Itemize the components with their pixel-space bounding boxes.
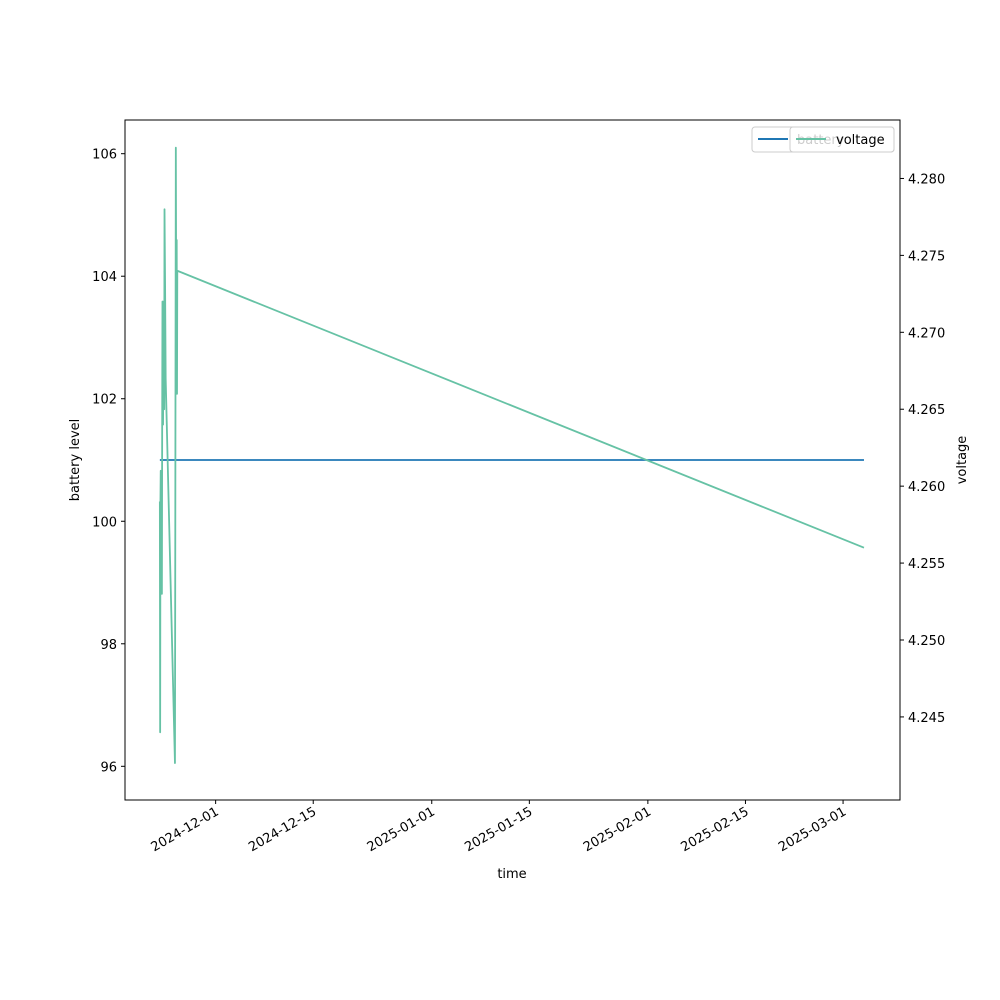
right-y-tick-label: 4.250 <box>908 634 945 649</box>
left-y-tick-label: 102 <box>92 393 117 408</box>
right-y-tick-label: 4.275 <box>908 249 945 264</box>
left-y-tick-label: 104 <box>92 270 117 285</box>
left-y-tick-label: 96 <box>100 760 117 775</box>
series-line-voltage <box>158 146 865 764</box>
plot-frame <box>124 119 901 801</box>
right-y-tick-label: 4.265 <box>908 403 945 418</box>
left-y-axis-label: battery level <box>68 419 83 502</box>
right-y-tick-label: 4.280 <box>908 172 945 187</box>
left-y-tick-label: 100 <box>92 515 117 530</box>
right-y-axis-ticks: 4.245 4.250 4.255 4.260 4.265 4.270 4.275 4.280 <box>900 172 945 726</box>
left-y-axis-ticks: 96 98 100 102 104 106 <box>92 148 125 775</box>
left-y-tick-label: 98 <box>100 638 117 653</box>
legend-voltage: voltage <box>789 126 895 153</box>
series-layer <box>158 146 865 764</box>
legend-voltage-box <box>789 126 895 153</box>
left-y-tick-label: 106 <box>92 148 117 163</box>
legend-voltage-label: voltage <box>836 133 885 148</box>
right-y-tick-label: 4.245 <box>908 711 945 726</box>
right-y-tick-label: 4.270 <box>908 326 945 341</box>
right-y-tick-label: 4.255 <box>908 557 945 572</box>
right-y-axis-label: voltage <box>955 436 970 485</box>
right-y-tick-label: 4.260 <box>908 480 945 495</box>
x-axis-label: time <box>497 867 526 882</box>
